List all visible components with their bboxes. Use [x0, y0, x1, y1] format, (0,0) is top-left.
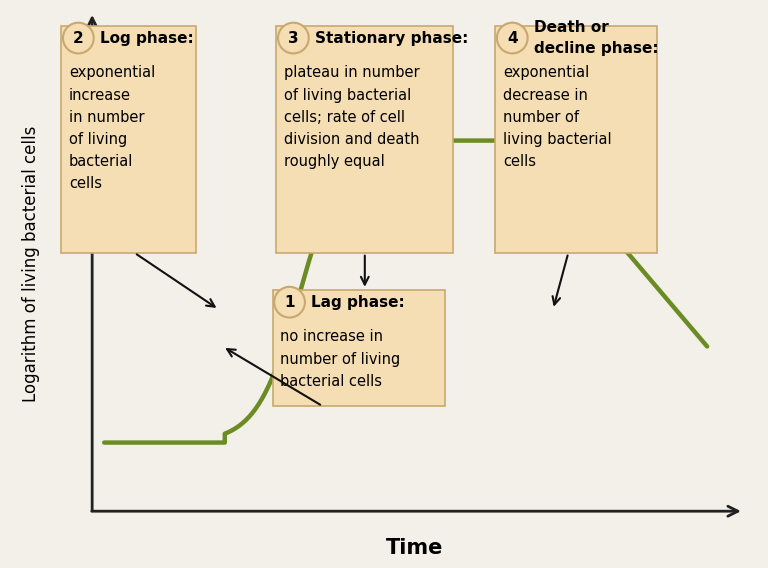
Text: Death or: Death or	[534, 20, 608, 35]
Text: Time: Time	[386, 538, 443, 558]
Text: decline phase:: decline phase:	[534, 41, 658, 56]
Text: exponential
increase
in number
of living
bacterial
cells: exponential increase in number of living…	[69, 65, 155, 191]
Text: no increase in
number of living
bacterial cells: no increase in number of living bacteria…	[280, 329, 401, 389]
Text: Lag phase:: Lag phase:	[311, 295, 405, 310]
Text: exponential
decrease in
number of
living bacterial
cells: exponential decrease in number of living…	[503, 65, 611, 169]
Text: 1: 1	[284, 295, 295, 310]
Text: Logarithm of living bacterial cells: Logarithm of living bacterial cells	[22, 126, 40, 402]
Text: 2: 2	[73, 31, 84, 45]
Text: Stationary phase:: Stationary phase:	[315, 31, 468, 45]
Text: 3: 3	[288, 31, 299, 45]
Text: Log phase:: Log phase:	[100, 31, 194, 45]
Text: plateau in number
of living bacterial
cells; rate of cell
division and death
rou: plateau in number of living bacterial ce…	[284, 65, 420, 169]
Text: 4: 4	[507, 31, 518, 45]
